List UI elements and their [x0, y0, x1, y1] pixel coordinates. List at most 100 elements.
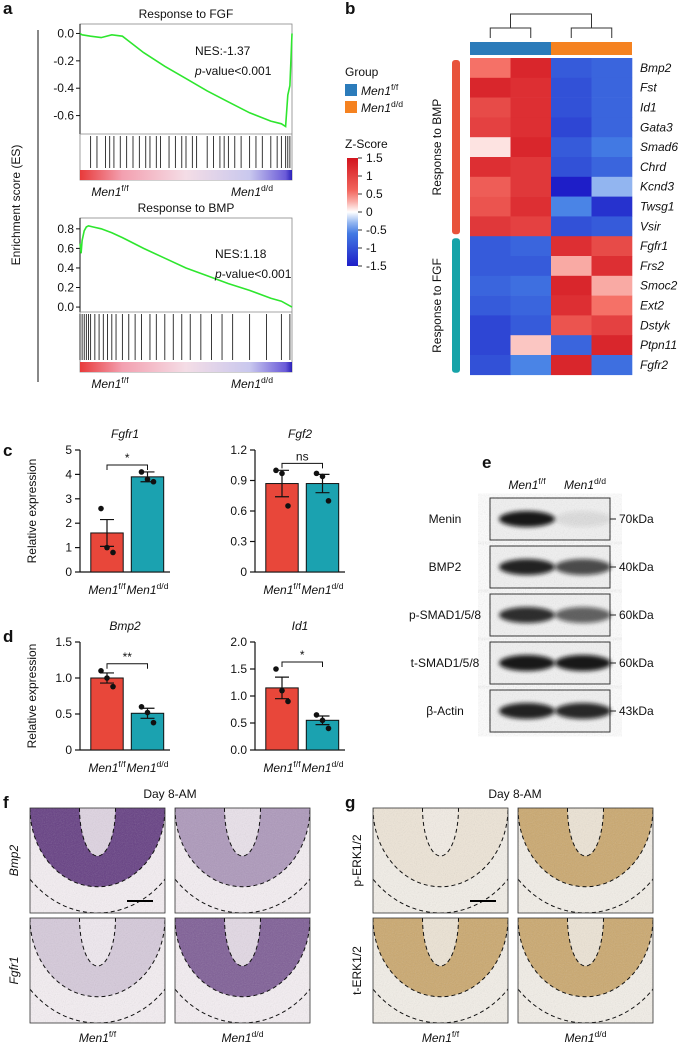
bar: [130, 476, 165, 573]
genotype-label: Men1f/f: [508, 476, 546, 492]
heat-cell: [510, 137, 552, 158]
genotype: d/d: [391, 99, 403, 109]
genotype-label: Men1f/f: [422, 1029, 460, 1045]
colorbar-title: Z-Score: [345, 137, 388, 151]
significance-bracket: [106, 464, 148, 470]
panel-letter: f: [3, 793, 9, 812]
heat-cell: [470, 216, 511, 237]
data-point: [138, 469, 145, 475]
row-label: Chrd: [640, 160, 666, 174]
image-frame: [29, 917, 166, 1024]
gene-name: Men1: [231, 377, 261, 391]
genotype: f/f: [121, 183, 129, 193]
y-tick-label: 0: [240, 565, 247, 579]
histology-title: Day 8-AM: [143, 787, 196, 801]
image-frame: [517, 917, 654, 1024]
row-label: Smad6: [640, 140, 678, 154]
y-tick-label: -0.6: [53, 109, 74, 123]
heat-cell: [591, 315, 633, 336]
y-tick-label: 0: [65, 743, 72, 757]
panel-letter: a: [3, 0, 13, 18]
histology-row-label: p-ERK1/2: [350, 834, 364, 886]
histology-image: [30, 808, 165, 913]
row-label: Smoc2: [640, 279, 678, 293]
data-point: [279, 470, 285, 477]
genotype: f/f: [293, 581, 301, 591]
data-point: [273, 666, 279, 672]
heat-cell: [510, 275, 552, 296]
bar: [265, 483, 299, 573]
texture: [373, 808, 508, 913]
heat-cell: [551, 216, 592, 237]
image-frame: [517, 807, 654, 914]
y-tick-label: 2: [65, 516, 72, 530]
row-group-bar: [452, 60, 460, 235]
group-bar: [551, 42, 632, 55]
heat-cell: [591, 256, 633, 277]
genotype: d/d: [157, 759, 169, 769]
data-point: [319, 717, 326, 724]
genotype-label: Men1f/f: [79, 1029, 117, 1045]
significance-label: *: [300, 648, 305, 662]
histology-image: [373, 918, 508, 1023]
panel-letter: c: [3, 441, 12, 460]
heat-cell: [470, 117, 511, 138]
data-point: [285, 698, 291, 705]
heat-cell: [551, 97, 592, 118]
heat-cell: [591, 157, 633, 178]
heat-cell: [470, 176, 511, 197]
heat-cell: [551, 77, 592, 98]
heat-cell: [551, 58, 592, 79]
genotype-label: Men1d/d: [126, 759, 168, 775]
data-point: [325, 498, 332, 504]
y-tick-label: 1.0: [230, 689, 247, 703]
heat-cell: [551, 117, 592, 138]
p-symbol: p: [214, 267, 222, 281]
blot-band: [499, 655, 555, 671]
group-bar: [470, 42, 551, 55]
dashed-boundary: [175, 808, 310, 888]
blot-protein: BMP2: [429, 560, 462, 574]
heat-cell: [510, 236, 552, 257]
heat-cell: [591, 58, 633, 79]
genotype: d/d: [332, 759, 344, 769]
texture: [373, 918, 508, 1023]
data-point: [138, 704, 145, 710]
gene-name: Men1: [88, 761, 118, 775]
genotype: f/f: [109, 1029, 117, 1039]
y-tick-label: 5: [65, 443, 72, 457]
es-curve: [79, 225, 293, 308]
y-tick-label: 0.5: [230, 716, 247, 730]
blot-band: [499, 559, 555, 575]
dashed-boundary: [373, 808, 508, 888]
image-frame: [29, 807, 166, 914]
blot-band: [555, 655, 611, 671]
y-tick-label: 1.0: [55, 671, 72, 685]
panel-letter: e: [482, 453, 491, 472]
row-label: Fgfr2: [640, 358, 668, 372]
y-tick-label: -0.4: [53, 81, 74, 95]
heat-cell: [510, 97, 552, 118]
y-axis-label: Relative expression: [25, 644, 39, 749]
gene-name: Men1: [126, 583, 156, 597]
genotype-label: Men1f/f: [88, 581, 126, 597]
colorbar-tick-label: 1: [366, 169, 373, 183]
genotype-label: Men1d/d: [361, 99, 403, 115]
blot-band: [555, 703, 611, 719]
genotype-label: Men1d/d: [564, 1029, 606, 1045]
genotype: f/f: [293, 759, 301, 769]
heat-cell: [591, 275, 633, 296]
genotype: f/f: [118, 759, 126, 769]
heat-cell: [510, 256, 552, 277]
bar: [130, 712, 165, 751]
texture: [175, 918, 310, 1023]
chart-title: Response to FGF: [139, 7, 234, 21]
p-symbol: p: [194, 64, 202, 78]
y-tick-label: 0.5: [55, 707, 72, 721]
gene-name: Men1: [361, 101, 391, 115]
panel-letter: b: [345, 0, 355, 18]
heat-cell: [510, 315, 552, 336]
blot-size: 60kDa: [619, 656, 654, 670]
heat-cell: [510, 176, 552, 197]
